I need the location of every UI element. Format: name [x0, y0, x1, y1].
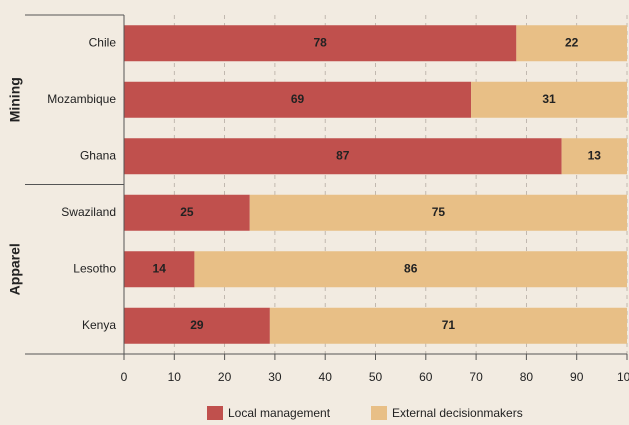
- legend-label: External decisionmakers: [392, 406, 523, 420]
- x-tick-label: 60: [419, 370, 433, 384]
- bar-segment: [124, 81, 472, 118]
- bar-segment: [471, 81, 627, 118]
- value-label: 69: [291, 92, 305, 106]
- x-tick-label: 50: [369, 370, 383, 384]
- y-tick-label: Mozambique: [47, 92, 116, 106]
- group-label: Mining: [7, 77, 23, 122]
- bar-segment: [561, 138, 627, 175]
- bar-segment: [194, 251, 628, 288]
- x-tick-label: 90: [570, 370, 584, 384]
- x-tick-label: 40: [319, 370, 333, 384]
- x-tick-label: 20: [218, 370, 232, 384]
- value-label: 22: [565, 35, 579, 49]
- bar-segment: [516, 25, 627, 62]
- bar-segment: [124, 251, 195, 288]
- legend-swatch: [207, 406, 223, 420]
- y-tick-label: Swaziland: [61, 205, 116, 219]
- value-label: 14: [153, 261, 167, 275]
- bar-segment: [124, 138, 562, 175]
- bar-segment: [124, 194, 250, 231]
- value-label: 25: [180, 205, 194, 219]
- group-label: Apparel: [7, 243, 23, 295]
- x-tick-label: 0: [121, 370, 128, 384]
- value-label: 71: [442, 318, 456, 332]
- x-tick-label: 30: [268, 370, 282, 384]
- y-tick-label: Chile: [89, 35, 117, 49]
- x-tick-label: 80: [520, 370, 534, 384]
- value-label: 31: [542, 92, 556, 106]
- bar-segment: [269, 307, 627, 344]
- y-tick-label: Kenya: [82, 318, 116, 332]
- value-label: 86: [404, 261, 418, 275]
- value-label: 87: [336, 148, 350, 162]
- y-tick-label: Lesotho: [73, 261, 116, 275]
- legend-swatch: [371, 406, 387, 420]
- bar-segment: [249, 194, 627, 231]
- legend-label: Local management: [228, 406, 331, 420]
- bar-segment: [124, 307, 270, 344]
- bar-segment: [124, 25, 517, 62]
- value-label: 13: [588, 148, 602, 162]
- y-tick-label: Ghana: [80, 148, 116, 162]
- x-tick-label: 70: [469, 370, 483, 384]
- value-label: 75: [432, 205, 446, 219]
- value-label: 29: [190, 318, 204, 332]
- value-label: 78: [313, 35, 327, 49]
- x-tick-label: 10: [168, 370, 182, 384]
- x-tick-label: 100: [617, 370, 629, 384]
